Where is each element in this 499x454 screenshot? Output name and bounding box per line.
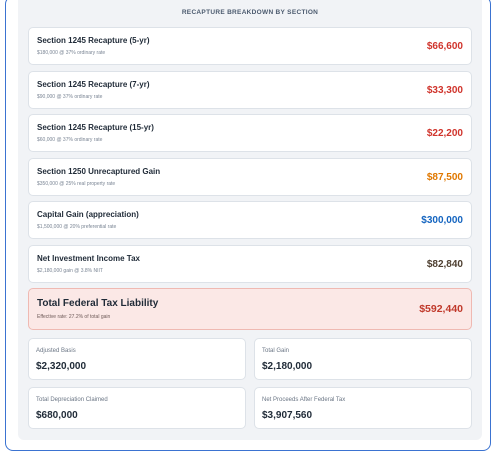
stat-card: Net Proceeds After Federal Tax $3,907,560: [254, 387, 472, 429]
breakdown-card: Net Investment Income Tax $2,180,000 gain…: [28, 245, 472, 283]
stat-value: $680,000: [36, 410, 78, 421]
breakdown-card: Section 1245 Recapture (7-yr) $90,000 @ 3…: [28, 70, 472, 109]
item-label: Section 1245 Recapture (5-yr): [37, 36, 150, 45]
item-amount: $22,200: [426, 128, 463, 140]
stat-card: Adjusted Basis $2,320,000: [28, 338, 246, 380]
item-amount: $33,300: [426, 84, 463, 96]
stat-value: $3,907,560: [262, 410, 313, 421]
breakdown-card: Section 1245 Recapture (5-yr) $180,000 @ …: [28, 27, 472, 65]
stat-label: Adjusted Basis: [36, 348, 76, 354]
item-label: Net Investment Income Tax: [37, 254, 140, 263]
panel: RECAPTURE BREAKDOWN BY SECTION Total Fed…: [18, 0, 482, 440]
total-detail: Effective rate: 27.2% of total gain: [37, 314, 111, 320]
stat-value: $2,320,000: [36, 361, 87, 372]
breakdown-card: Section 1250 Unrecaptured Gain $350,000 @…: [28, 157, 472, 196]
stat-value: $2,180,000: [262, 361, 313, 372]
item-label: Section 1250 Unrecaptured Gain: [37, 166, 161, 176]
stat-card: Total Gain $2,180,000: [254, 338, 472, 380]
total-card: Total Federal Tax Liability Effective ra…: [28, 288, 472, 330]
total-amount: $592,440: [419, 303, 463, 315]
item-amount: $66,600: [426, 41, 463, 52]
stat-label: Total Gain: [262, 348, 290, 354]
stat-label: Total Depreciation Claimed: [36, 397, 108, 403]
item-amount: $300,000: [421, 215, 463, 227]
item-label: Capital Gain (appreciation): [37, 210, 139, 220]
item-detail: $2,180,000 gain @ 3.8% NIIT: [37, 268, 103, 274]
item-detail: $90,000 @ 37% ordinary rate: [37, 93, 103, 100]
stat-label: Net Proceeds After Federal Tax: [262, 397, 346, 403]
stat-card: Total Depreciation Claimed $680,000: [28, 387, 246, 429]
frame: [5, 0, 491, 451]
breakdown-card: Capital Gain (appreciation) $1,500,000 @ …: [28, 201, 472, 240]
item-amount: $87,500: [426, 171, 463, 183]
item-amount: $82,840: [426, 259, 463, 270]
breakdown-card: Section 1245 Recapture (15-yr) $60,000 @ …: [28, 114, 472, 153]
section-title: RECAPTURE BREAKDOWN BY SECTION: [181, 9, 319, 16]
total-label: Total Federal Tax Liability: [37, 298, 159, 309]
item-detail: $350,000 @ 25% real property rate: [37, 180, 116, 187]
item-label: Section 1245 Recapture (15-yr): [37, 123, 154, 133]
item-detail: $60,000 @ 37% ordinary rate: [37, 137, 103, 144]
item-detail: $180,000 @ 37% ordinary rate: [37, 50, 106, 56]
item-label: Section 1245 Recapture (7-yr): [37, 79, 150, 89]
item-detail: $1,500,000 @ 20% preferential rate: [37, 224, 117, 231]
